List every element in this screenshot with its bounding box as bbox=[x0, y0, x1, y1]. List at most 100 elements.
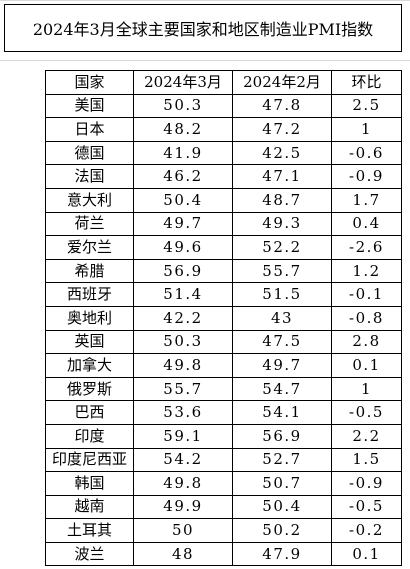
pmi-table: 国家 2024年3月 2024年2月 环比 美国 50.3 47.8 2.5 日本 48.… bbox=[45, 70, 402, 567]
cell-change: 1.5 bbox=[331, 447, 402, 473]
cell-feb-2024: 47.9 bbox=[232, 541, 332, 567]
cell-feb-2024: 47.8 bbox=[232, 93, 332, 119]
cell-feb-2024: 47.2 bbox=[232, 117, 332, 142]
cell-country: 法国 bbox=[45, 164, 134, 189]
cell-feb-2024: 55.7 bbox=[232, 258, 332, 284]
table-row: 韩国 49.8 50.7 -0.9 bbox=[45, 471, 402, 496]
cell-country: 爱尔兰 bbox=[45, 235, 134, 260]
header-country: 国家 bbox=[45, 70, 134, 95]
cell-feb-2024: 56.9 bbox=[232, 423, 332, 449]
cell-feb-2024: 50.7 bbox=[232, 471, 332, 496]
cell-country: 德国 bbox=[45, 140, 134, 166]
cell-feb-2024: 49.3 bbox=[232, 211, 332, 237]
gridline bbox=[0, 60, 410, 61]
cell-mar-2024: 46.2 bbox=[133, 164, 233, 189]
cell-change: 1.7 bbox=[331, 187, 402, 213]
cell-change: 2.2 bbox=[331, 423, 402, 449]
cell-mar-2024: 56.9 bbox=[133, 258, 233, 284]
table-row: 法国 46.2 47.1 -0.9 bbox=[45, 164, 402, 189]
table-row: 西班牙 51.4 51.5 -0.1 bbox=[45, 282, 402, 307]
cell-mar-2024: 50.3 bbox=[133, 329, 233, 355]
table-row: 加拿大 49.8 49.7 0.1 bbox=[45, 353, 402, 378]
cell-country: 波兰 bbox=[45, 541, 134, 567]
cell-country: 英国 bbox=[45, 329, 134, 355]
cell-change: 1 bbox=[331, 117, 402, 142]
page-title: 2024年3月全球主要国家和地区制造业PMI指数 bbox=[32, 20, 374, 39]
cell-country: 土耳其 bbox=[45, 518, 134, 543]
cell-feb-2024: 50.4 bbox=[232, 494, 332, 520]
table-row: 印度 59.1 56.9 2.2 bbox=[45, 423, 402, 449]
cell-mar-2024: 49.8 bbox=[133, 353, 233, 378]
table-row: 美国 50.3 47.8 2.5 bbox=[45, 93, 402, 119]
cell-mar-2024: 50 bbox=[133, 518, 233, 543]
table-row: 希腊 56.9 55.7 1.2 bbox=[45, 258, 402, 284]
cell-feb-2024: 47.5 bbox=[232, 329, 332, 355]
cell-feb-2024: 47.1 bbox=[232, 164, 332, 189]
cell-mar-2024: 55.7 bbox=[133, 376, 233, 402]
cell-mar-2024: 49.9 bbox=[133, 494, 233, 520]
cell-feb-2024: 52.7 bbox=[232, 447, 332, 473]
cell-change: -2.6 bbox=[331, 235, 402, 260]
cell-country: 加拿大 bbox=[45, 353, 134, 378]
cell-change: 0.4 bbox=[331, 211, 402, 237]
cell-change: 1.2 bbox=[331, 258, 402, 284]
cell-mar-2024: 50.3 bbox=[133, 93, 233, 119]
cell-country: 印度尼西亚 bbox=[45, 447, 134, 473]
cell-change: 2.8 bbox=[331, 329, 402, 355]
cell-change: -0.1 bbox=[331, 282, 402, 307]
table-row: 巴西 53.6 54.1 -0.5 bbox=[45, 400, 402, 425]
cell-country: 意大利 bbox=[45, 187, 134, 213]
cell-change: -0.2 bbox=[331, 518, 402, 543]
table-row: 英国 50.3 47.5 2.8 bbox=[45, 329, 402, 355]
cell-feb-2024: 48.7 bbox=[232, 187, 332, 213]
cell-feb-2024: 52.2 bbox=[232, 235, 332, 260]
cell-change: -0.8 bbox=[331, 305, 402, 331]
table-row: 爱尔兰 49.6 52.2 -2.6 bbox=[45, 235, 402, 260]
table-row: 日本 48.2 47.2 1 bbox=[45, 117, 402, 142]
cell-change: -0.6 bbox=[331, 140, 402, 166]
header-feb-2024: 2024年2月 bbox=[232, 70, 332, 95]
table-row: 意大利 50.4 48.7 1.7 bbox=[45, 187, 402, 213]
cell-mar-2024: 49.8 bbox=[133, 471, 233, 496]
cell-mar-2024: 48.2 bbox=[133, 117, 233, 142]
table-row: 印度尼西亚 54.2 52.7 1.5 bbox=[45, 447, 402, 473]
cell-feb-2024: 54.1 bbox=[232, 400, 332, 425]
table-header-row: 国家 2024年3月 2024年2月 环比 bbox=[45, 70, 402, 95]
cell-change: -0.5 bbox=[331, 400, 402, 425]
cell-country: 西班牙 bbox=[45, 282, 134, 307]
cell-change: 2.5 bbox=[331, 93, 402, 119]
table-title-box: 2024年3月全球主要国家和地区制造业PMI指数 bbox=[4, 4, 402, 52]
cell-country: 奥地利 bbox=[45, 305, 134, 331]
cell-change: 0.1 bbox=[331, 353, 402, 378]
cell-mar-2024: 49.6 bbox=[133, 235, 233, 260]
cell-country: 印度 bbox=[45, 423, 134, 449]
cell-country: 希腊 bbox=[45, 258, 134, 284]
cell-mar-2024: 41.9 bbox=[133, 140, 233, 166]
cell-mar-2024: 49.7 bbox=[133, 211, 233, 237]
cell-country: 美国 bbox=[45, 93, 134, 119]
cell-feb-2024: 49.7 bbox=[232, 353, 332, 378]
table-row: 德国 41.9 42.5 -0.6 bbox=[45, 140, 402, 166]
cell-country: 韩国 bbox=[45, 471, 134, 496]
top-gridline bbox=[0, 0, 410, 1]
cell-country: 俄罗斯 bbox=[45, 376, 134, 402]
table-body: 美国 50.3 47.8 2.5 日本 48.2 47.2 1 德国 41.9 42.5 -0.6 法国… bbox=[45, 93, 402, 567]
cell-country: 巴西 bbox=[45, 400, 134, 425]
cell-feb-2024: 50.2 bbox=[232, 518, 332, 543]
table-row: 土耳其 50 50.2 -0.2 bbox=[45, 518, 402, 543]
cell-mar-2024: 42.2 bbox=[133, 305, 233, 331]
cell-feb-2024: 54.7 bbox=[232, 376, 332, 402]
cell-feb-2024: 43 bbox=[232, 305, 332, 331]
cell-mar-2024: 48 bbox=[133, 541, 233, 567]
table-row: 荷兰 49.7 49.3 0.4 bbox=[45, 211, 402, 237]
header-change: 环比 bbox=[331, 70, 402, 95]
table-row: 俄罗斯 55.7 54.7 1 bbox=[45, 376, 402, 402]
cell-country: 日本 bbox=[45, 117, 134, 142]
cell-mar-2024: 54.2 bbox=[133, 447, 233, 473]
cell-change: -0.9 bbox=[331, 164, 402, 189]
cell-change: -0.5 bbox=[331, 494, 402, 520]
cell-mar-2024: 50.4 bbox=[133, 187, 233, 213]
cell-mar-2024: 51.4 bbox=[133, 282, 233, 307]
cell-change: 0.1 bbox=[331, 541, 402, 567]
table-row: 奥地利 42.2 43 -0.8 bbox=[45, 305, 402, 331]
